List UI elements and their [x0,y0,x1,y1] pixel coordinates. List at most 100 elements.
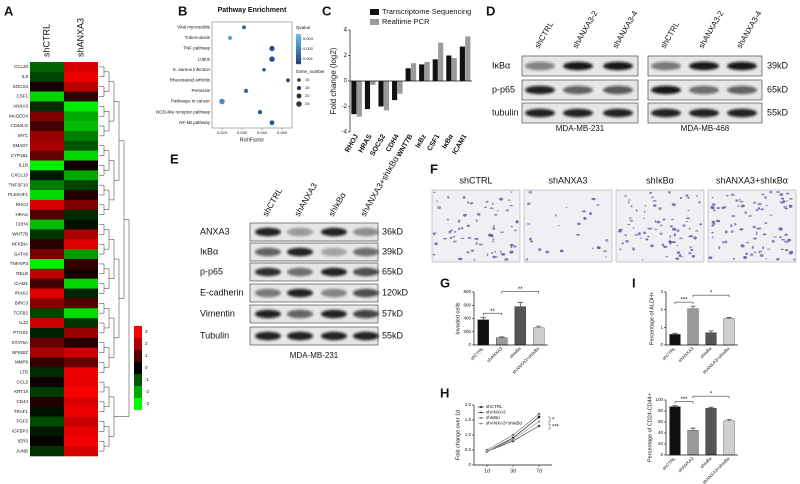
blot-band [353,309,379,319]
x-tick-label: 3d [510,468,516,474]
blot-band [563,61,593,71]
significance-bracket [501,291,539,294]
dendrogram [99,283,105,294]
dendrogram [99,381,105,393]
heatmap-cell [64,190,98,201]
heatmap-row-label: IGFBP3 [12,429,29,434]
cell [754,251,757,254]
cell [676,229,680,233]
bar [411,63,417,81]
cell [647,235,650,238]
bar [364,81,371,110]
dendrogram [104,229,110,250]
blot-band [603,85,633,95]
cell [498,197,504,201]
bar [514,306,526,346]
blot-row-label: E-cadherin [200,287,244,297]
dendrogram [99,243,105,255]
blot-row-label: p-p65 [492,84,515,94]
cell [499,250,502,254]
error-bar [480,316,487,320]
cell [460,227,464,229]
color-scale-step [134,326,142,338]
cell [466,251,470,254]
cell [708,256,713,259]
cell [785,200,788,202]
cell [447,196,450,199]
y-tick-label: 1.5 [465,417,472,422]
size-legend-label: 15 [305,85,310,90]
cell [448,230,451,234]
heatmap-row-label: STAT5A [12,340,28,345]
heatmap-cell [30,298,64,309]
dot [269,45,275,52]
significance-label: *** [680,397,688,403]
cell [474,237,479,240]
blot-size-label: 120kD [382,287,409,297]
cell [513,245,517,248]
heatmap-cell [30,91,64,102]
heatmap-row-label: TNFSF10 [8,182,28,187]
cell [491,241,495,243]
error-bar [708,330,714,333]
cell [486,253,489,257]
cell [730,193,735,196]
heatmap-cell [64,308,98,319]
heatmap-cell [30,377,64,388]
category-label: Viral myocarditis [177,24,211,29]
blot-size-label: 55kD [767,107,789,117]
cell [688,235,693,238]
cell [783,205,788,209]
heatmap-cell [64,367,98,378]
heatmap-row-label: CCL20 [14,64,29,69]
cell [582,210,586,213]
x-tick-label: 0.050 [277,130,288,135]
color-scale-step [134,362,142,374]
y-tick-label: 0.5 [465,447,472,452]
significance-label: ** [490,309,495,315]
cell [741,204,745,208]
legend-label: shIκBα [486,415,500,420]
cell [565,206,568,209]
cell [783,240,786,243]
cell [679,237,684,240]
cell [690,249,694,251]
color-bar [296,52,301,56]
heatmap-row-label: IER3 [18,438,29,443]
category-label: S. aureus infection [173,67,211,72]
heatmap-row-label: MMP9 [15,360,28,365]
heatmap-cell [64,377,98,388]
blot-column-label: shCTRL [260,186,284,218]
point [537,420,541,423]
cell [634,233,638,236]
bar [356,81,362,117]
cell [526,202,531,206]
blot-band [727,108,757,118]
cell [781,239,785,241]
heatmap-row-label: TGFB2 [13,310,28,315]
cell [618,228,623,231]
color-scale-label: -1 [145,377,149,382]
cell [510,191,513,194]
panel-letter: G [440,275,450,290]
cell [764,195,768,200]
heatmap-cell [30,308,64,319]
point [511,438,515,441]
heatmap-cell [30,416,64,427]
heatmap-cell [64,62,98,73]
cell [758,250,761,254]
dendrogram [99,342,105,353]
legend-title: Gene_number [296,69,325,74]
dendrogram [99,303,105,314]
bar [370,81,376,85]
significance-label: *** [680,298,688,304]
blot-band [321,227,347,237]
heatmap-row-label: NFKBIZ [12,350,28,355]
cell [730,230,734,233]
cell [621,241,624,245]
blot-band [287,331,313,341]
cell [711,231,714,234]
cell [661,243,664,247]
heatmap-cell [30,288,64,299]
cell [432,232,437,234]
